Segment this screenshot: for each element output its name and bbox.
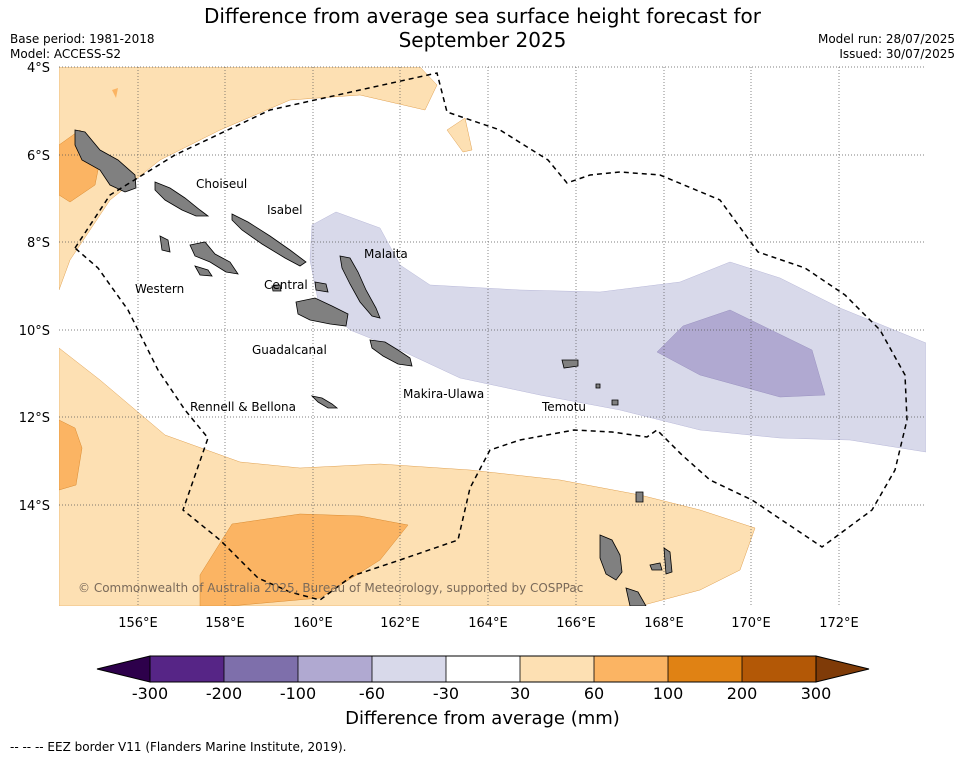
colorbar-label: Difference from average (mm) (345, 708, 620, 729)
anomaly-pos-30-60-north (59, 67, 438, 291)
sea-level-anomaly-field (59, 67, 926, 606)
island-savo (271, 284, 282, 292)
colorbar-segment (520, 656, 594, 682)
colorbar-segment (298, 656, 372, 682)
colorbar-segment (224, 656, 298, 682)
colorbar-tick: 60 (584, 684, 604, 703)
anomaly-neg-60-100 (656, 309, 826, 398)
lat-label: 10°S (19, 324, 50, 339)
anomaly-pos-60-100-south (199, 513, 409, 606)
island-vanikoro (595, 383, 601, 389)
island-maewo (663, 547, 673, 575)
island-rendova (194, 265, 213, 277)
meta-left: Base period: 1981-2018 Model: ACCESS-S2 (10, 32, 155, 62)
island-newgeorgia (189, 241, 239, 275)
island-santacruz (561, 359, 579, 369)
province-label: Western (135, 282, 184, 296)
province-label: Choiseul (196, 177, 247, 191)
island-malekula (625, 587, 647, 606)
lat-label: 4°S (27, 61, 50, 76)
lon-label: 170°E (731, 616, 771, 631)
chart-title: Difference from average sea surface heig… (0, 4, 965, 52)
island-pentecost (649, 562, 663, 571)
lon-label: 172°E (819, 616, 859, 631)
province-label: Guadalcanal (252, 343, 327, 357)
base-period: Base period: 1981-2018 (10, 32, 155, 46)
colorbar-over-triangle (815, 655, 870, 683)
island-bougainville (74, 129, 137, 193)
island-choiseul (154, 181, 210, 217)
province-label: Rennell & Bellona (190, 400, 296, 414)
lon-label: 164°E (468, 616, 508, 631)
colorbar-tick: -100 (280, 684, 316, 703)
lon-label: 166°E (556, 616, 596, 631)
eez-legend-note: -- -- -- EEZ border V11 (Flanders Marine… (10, 740, 347, 754)
copyright-text: © Commonwealth of Australia 2025, Bureau… (78, 581, 583, 595)
province-label: Malaita (364, 247, 408, 261)
colorbar-tick: -300 (132, 684, 168, 703)
colorbar-tick: 100 (653, 684, 684, 703)
title-line-2: September 2025 (398, 28, 567, 52)
lat-label: 12°S (19, 411, 50, 426)
lon-label: 168°E (644, 616, 684, 631)
title-line-1: Difference from average sea surface heig… (203, 4, 762, 28)
island-rennell (310, 395, 339, 409)
province-label: Makira-Ulawa (403, 387, 484, 401)
lon-label: 156°E (118, 616, 158, 631)
province-label: Temotu (541, 400, 586, 414)
colorbar-segment (446, 656, 520, 682)
lat-label: 14°S (19, 499, 50, 514)
lat-label: 8°S (27, 236, 50, 251)
province-label: Central (264, 278, 308, 292)
meta-right: Model run: 28/07/2025 Issued: 30/07/2025 (818, 32, 955, 62)
colorbar-tick: -200 (206, 684, 242, 703)
colorbar-tick: 300 (801, 684, 832, 703)
island-isabel (231, 213, 307, 267)
colorbar-tick: -60 (359, 684, 385, 703)
province-label: Isabel (267, 203, 302, 217)
colorbar-tick: -30 (433, 684, 459, 703)
issued-date: Issued: 30/07/2025 (839, 47, 955, 61)
lon-label: 162°E (380, 616, 420, 631)
island-guadalcanal (295, 297, 349, 327)
colorbar-tick: 200 (727, 684, 758, 703)
anomaly-pos-60-100-west (59, 419, 83, 491)
island-espiritusanto (599, 534, 623, 581)
model-name: Model: ACCESS-S2 (10, 47, 122, 61)
island-vellalavella (159, 235, 171, 253)
model-run: Model run: 28/07/2025 (817, 32, 955, 46)
colorbar-segment (372, 656, 446, 682)
anomaly-pos-60-100-patch (112, 88, 118, 98)
island-florida (314, 281, 329, 293)
lon-label: 158°E (205, 616, 245, 631)
island-banks (635, 491, 644, 503)
colorbar-under-triangle (96, 655, 151, 683)
lat-label: 6°S (27, 149, 50, 164)
colorbar-segment (742, 656, 816, 682)
island-makira (369, 339, 413, 367)
colorbar-segment (150, 656, 224, 682)
colorbar-segment (594, 656, 668, 682)
colorbar-tick: 30 (510, 684, 530, 703)
land-masses (74, 129, 673, 606)
eez-border (74, 72, 908, 601)
island-malaita (339, 255, 381, 319)
island-tikopia (611, 399, 619, 406)
anomaly-pos-30-60-patch (446, 117, 473, 153)
colorbar-segment (668, 656, 742, 682)
lon-label: 160°E (293, 616, 333, 631)
colorbar (96, 655, 870, 683)
